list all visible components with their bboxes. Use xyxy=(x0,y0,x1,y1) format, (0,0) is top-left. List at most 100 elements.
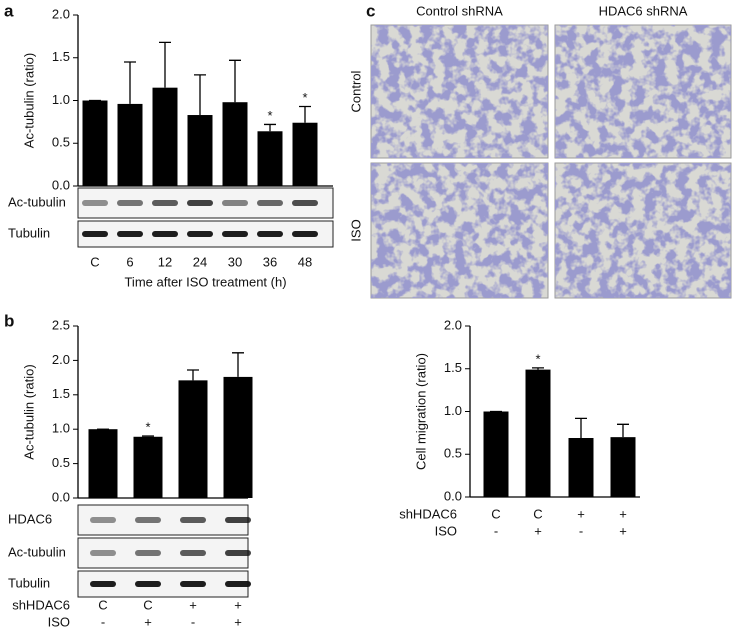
bar xyxy=(222,102,248,186)
row-label: shHDAC6 xyxy=(399,506,457,521)
y-axis-label: Ac-tubulin (ratio) xyxy=(21,364,36,459)
blot-label: Ac-tubulin xyxy=(8,194,66,209)
x-tick-label: - xyxy=(101,614,105,629)
blot-band xyxy=(90,581,116,587)
y-tick-label: 0.5 xyxy=(52,455,70,470)
micrograph-cells xyxy=(371,25,548,158)
blot-label: HDAC6 xyxy=(8,511,52,526)
x-tick-label: 12 xyxy=(158,254,172,269)
y-tick-label: 1.5 xyxy=(444,360,462,375)
blot-band xyxy=(135,517,161,523)
panel-letter: c xyxy=(366,1,375,20)
x-tick-label: C xyxy=(90,254,99,269)
error-bar xyxy=(617,423,629,438)
column-label: HDAC6 shRNA xyxy=(599,3,688,18)
blot-band xyxy=(225,550,251,556)
y-tick-label: 2.5 xyxy=(52,317,70,332)
x-tick-label: + xyxy=(234,597,242,612)
x-tick-label: + xyxy=(189,597,197,612)
blot-band xyxy=(292,200,318,206)
micrograph-cells xyxy=(555,25,731,158)
y-tick-label: 1.0 xyxy=(444,403,462,418)
row-label: shHDAC6 xyxy=(12,597,70,612)
blot-band xyxy=(152,231,178,237)
x-tick-label: 30 xyxy=(228,254,242,269)
blot-band xyxy=(90,517,116,523)
y-tick-label: 0.0 xyxy=(52,489,70,504)
y-axis-label: Cell migration (ratio) xyxy=(413,353,428,470)
blot-band xyxy=(82,200,108,206)
blot-band xyxy=(222,200,248,206)
y-tick-label: 0.5 xyxy=(444,446,462,461)
blot-band xyxy=(152,200,178,206)
blot-band xyxy=(225,581,251,587)
bar xyxy=(117,103,143,186)
error-bar xyxy=(229,59,241,103)
blot-box xyxy=(77,537,249,569)
x-tick-label: - xyxy=(579,523,583,538)
x-tick-label: + xyxy=(534,523,542,538)
error-bar xyxy=(575,417,587,439)
blot-band xyxy=(187,231,213,237)
blot-band xyxy=(135,550,161,556)
significance-marker: * xyxy=(267,108,272,123)
x-axis-label: Time after ISO treatment (h) xyxy=(124,274,286,289)
x-tick-label: + xyxy=(577,506,585,521)
y-tick-label: 1.0 xyxy=(52,92,70,107)
x-tick-label: 24 xyxy=(193,254,207,269)
blot-label: Ac-tubulin xyxy=(8,544,66,559)
bar xyxy=(223,376,253,498)
error-bar xyxy=(124,61,136,104)
bar xyxy=(610,437,636,497)
blot-band xyxy=(180,517,206,523)
y-tick-label: 2.0 xyxy=(52,352,70,367)
y-tick-label: 2.0 xyxy=(444,317,462,332)
bar xyxy=(178,380,208,498)
x-tick-label: 36 xyxy=(263,254,277,269)
x-tick-label: - xyxy=(494,523,498,538)
bar xyxy=(88,429,118,498)
bar xyxy=(133,436,163,498)
x-tick-label: 48 xyxy=(298,254,312,269)
blot-band xyxy=(82,231,108,237)
row-label: Control xyxy=(348,70,363,112)
y-axis-label: Ac-tubulin (ratio) xyxy=(21,53,36,148)
column-label: Control shRNA xyxy=(416,3,503,18)
blot-band xyxy=(180,581,206,587)
x-tick-label: + xyxy=(619,523,627,538)
bar xyxy=(82,100,108,186)
significance-marker: * xyxy=(302,90,307,105)
error-bar xyxy=(194,74,206,116)
bar xyxy=(292,122,318,186)
y-tick-label: 1.5 xyxy=(52,386,70,401)
error-bar xyxy=(299,105,311,123)
panel-letter: b xyxy=(4,311,14,330)
row-label: ISO xyxy=(348,219,363,241)
blot-label: Tubulin xyxy=(8,575,50,590)
blot-label: Tubulin xyxy=(8,225,50,240)
error-bar xyxy=(159,41,171,88)
bar xyxy=(483,411,509,497)
blot-band xyxy=(257,231,283,237)
y-tick-label: 2.0 xyxy=(52,6,70,21)
significance-marker: * xyxy=(535,351,540,366)
x-tick-label: - xyxy=(191,614,195,629)
blot-band xyxy=(117,231,143,237)
y-tick-label: 1.5 xyxy=(52,49,70,64)
x-tick-label: C xyxy=(143,597,152,612)
x-tick-label: C xyxy=(491,506,500,521)
x-tick-label: + xyxy=(144,614,152,629)
row-label: ISO xyxy=(48,614,70,629)
error-bar xyxy=(187,369,199,381)
significance-marker: * xyxy=(145,420,150,435)
error-bar xyxy=(232,352,244,377)
x-tick-label: + xyxy=(234,614,242,629)
x-tick-label: 6 xyxy=(126,254,133,269)
y-tick-label: 0.0 xyxy=(52,177,70,192)
blot-band xyxy=(225,517,251,523)
blot-band xyxy=(187,200,213,206)
y-tick-label: 0.0 xyxy=(444,488,462,503)
error-bar xyxy=(532,367,544,370)
blot-band xyxy=(90,550,116,556)
